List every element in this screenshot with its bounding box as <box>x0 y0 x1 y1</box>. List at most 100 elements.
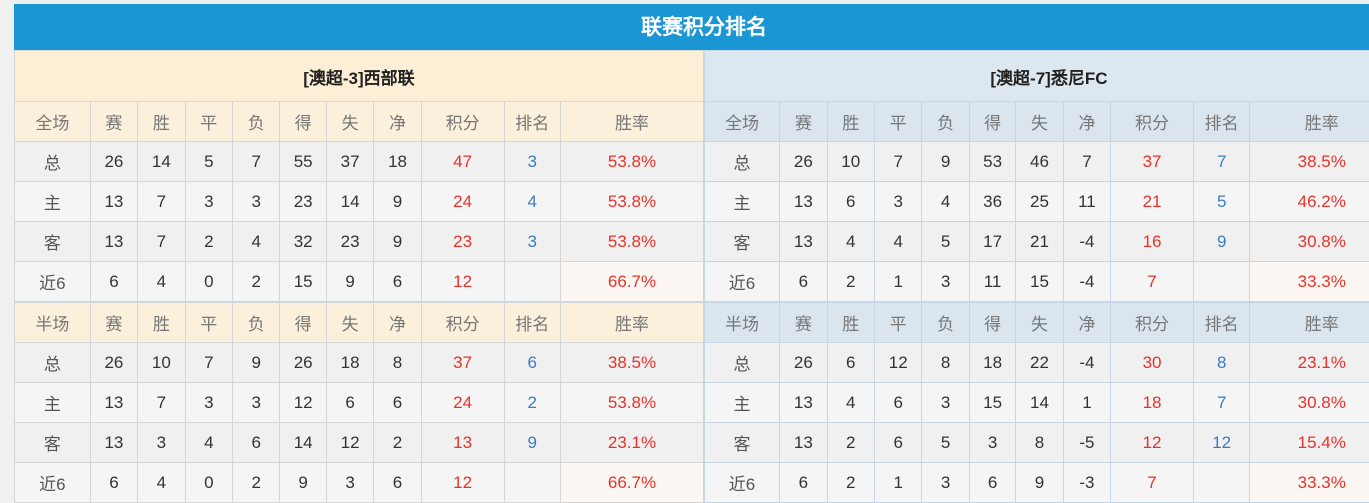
column-header: 半场 <box>704 302 780 343</box>
stat-cell: 8 <box>922 343 969 383</box>
column-header: 负 <box>922 102 969 142</box>
stat-cell: 6 <box>874 383 921 423</box>
stat-cell: 25 <box>1016 182 1063 222</box>
win-rate-cell: 33.3% <box>1250 262 1369 303</box>
points-cell: 37 <box>1111 142 1194 182</box>
stat-cell: 3 <box>185 182 232 222</box>
win-rate-cell: 30.8% <box>1250 222 1369 262</box>
stat-cell: 3 <box>138 423 185 463</box>
win-rate-cell: 46.2% <box>1250 182 1369 222</box>
column-header: 赛 <box>780 102 827 142</box>
column-header: 平 <box>874 102 921 142</box>
stat-cell: 11 <box>969 262 1015 303</box>
stat-cell: 13 <box>780 383 827 423</box>
column-header: 净 <box>1063 102 1110 142</box>
column-header: 胜率 <box>1250 302 1369 343</box>
stat-cell: 1 <box>1063 383 1110 423</box>
stat-cell: 12 <box>280 383 326 423</box>
stat-cell: 55 <box>280 142 326 182</box>
stat-cell: 8 <box>1016 423 1063 463</box>
column-header: 胜 <box>138 102 185 142</box>
stat-cell: 3 <box>922 383 969 423</box>
row-label: 总 <box>15 142 91 182</box>
stat-cell: 26 <box>780 343 827 383</box>
stat-cell: 6 <box>374 383 421 423</box>
column-header: 积分 <box>1111 302 1194 343</box>
stat-cell: 7 <box>185 343 232 383</box>
column-header: 净 <box>374 102 421 142</box>
rank-cell: 8 <box>1193 343 1250 383</box>
column-header: 负 <box>233 302 280 343</box>
stat-cell: 18 <box>969 343 1015 383</box>
rank-cell: 9 <box>1193 222 1250 262</box>
left-team-name[interactable]: [澳超-3]西部联 <box>15 51 704 102</box>
stat-cell: 17 <box>969 222 1015 262</box>
stat-cell: 13 <box>780 182 827 222</box>
win-rate-cell: 30.8% <box>1250 383 1369 423</box>
stat-cell: 21 <box>1016 222 1063 262</box>
win-rate-cell: 53.8% <box>561 182 704 222</box>
row-label: 主 <box>15 182 91 222</box>
stat-cell: 10 <box>827 142 874 182</box>
column-header: 排名 <box>1193 102 1250 142</box>
stat-cell: 13 <box>90 222 137 262</box>
stat-cell: 32 <box>280 222 326 262</box>
stat-cell: 13 <box>90 182 137 222</box>
right-team-name[interactable]: [澳超-7]悉尼FC <box>704 51 1369 102</box>
column-header: 半场 <box>15 302 91 343</box>
win-rate-cell: 38.5% <box>561 343 704 383</box>
stat-cell: 46 <box>1016 142 1063 182</box>
column-header: 赛 <box>90 102 137 142</box>
stat-cell: 4 <box>827 383 874 423</box>
standings-table: [澳超-3]西部联 [澳超-7]悉尼FC 全场赛胜平负得失净积分排名胜率全场赛胜… <box>14 50 1369 503</box>
column-header: 胜率 <box>561 102 704 142</box>
column-header: 平 <box>185 302 232 343</box>
stat-cell: 2 <box>374 423 421 463</box>
stat-cell: 12 <box>874 343 921 383</box>
rank-cell: 7 <box>1193 383 1250 423</box>
stat-cell: 36 <box>969 182 1015 222</box>
stat-cell: 53 <box>969 142 1015 182</box>
points-cell: 7 <box>1111 262 1194 303</box>
stat-cell: 13 <box>90 383 137 423</box>
stat-cell: -4 <box>1063 222 1110 262</box>
points-cell: 37 <box>421 343 504 383</box>
stat-cell: 26 <box>280 343 326 383</box>
stat-cell: 26 <box>780 142 827 182</box>
stat-cell: 14 <box>326 182 373 222</box>
stat-cell: 4 <box>827 222 874 262</box>
stat-cell: 3 <box>233 182 280 222</box>
stat-cell: 13 <box>90 423 137 463</box>
stat-cell: 9 <box>326 262 373 303</box>
stat-cell: -4 <box>1063 343 1110 383</box>
points-cell: 16 <box>1111 222 1194 262</box>
stat-cell: 9 <box>374 182 421 222</box>
rank-cell: 9 <box>504 423 561 463</box>
stat-cell: 22 <box>1016 343 1063 383</box>
points-cell: 21 <box>1111 182 1194 222</box>
stat-cell: 4 <box>138 262 185 303</box>
half-header-row: 半场赛胜平负得失净积分排名胜率半场赛胜平负得失净积分排名胜率 <box>15 302 1369 343</box>
row-label: 客 <box>15 222 91 262</box>
win-rate-cell: 66.7% <box>561 262 704 303</box>
rank-cell: 7 <box>1193 142 1250 182</box>
stat-cell: 3 <box>874 182 921 222</box>
column-header: 胜率 <box>1250 102 1369 142</box>
stat-cell: 23 <box>280 182 326 222</box>
stat-cell: 6 <box>90 262 137 303</box>
points-cell: 30 <box>1111 343 1194 383</box>
stat-cell: 12 <box>326 423 373 463</box>
stat-cell: 6 <box>780 262 827 303</box>
points-cell: 47 <box>421 142 504 182</box>
column-header: 全场 <box>704 102 780 142</box>
stat-cell: 3 <box>922 262 969 303</box>
win-rate-cell: 53.8% <box>561 383 704 423</box>
stat-cell: 15 <box>969 383 1015 423</box>
stat-cell: 13 <box>780 423 827 463</box>
stat-cell: 26 <box>90 343 137 383</box>
points-cell: 23 <box>421 222 504 262</box>
row-label: 总 <box>704 343 780 383</box>
